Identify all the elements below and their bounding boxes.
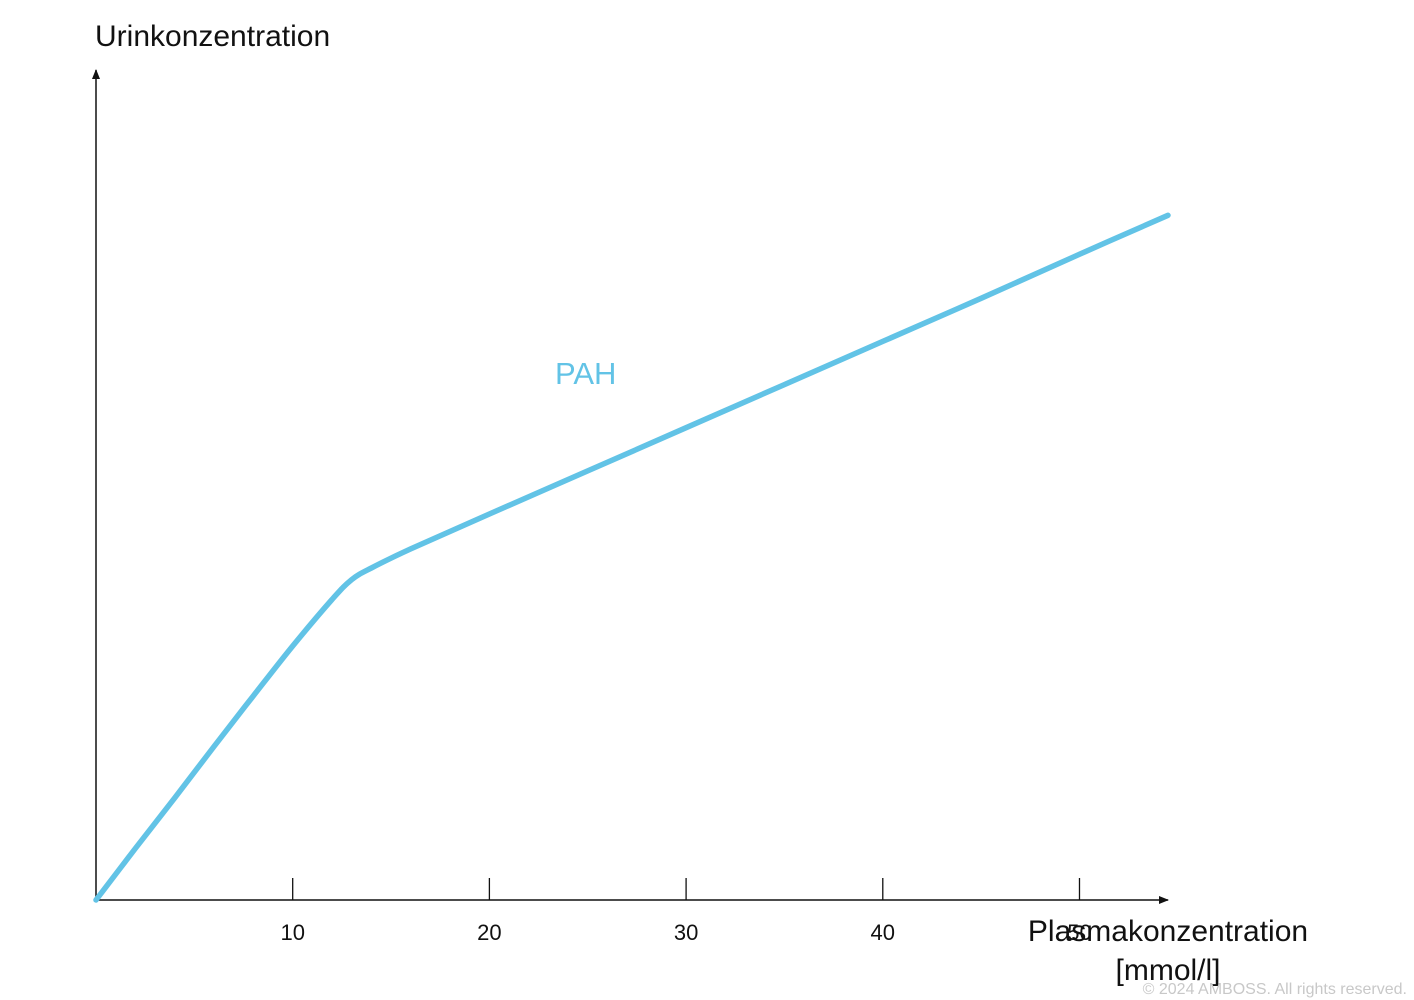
- x-axis-title: Plasmakonzentration: [1028, 915, 1308, 948]
- x-tick-label-20: 20: [477, 920, 501, 945]
- x-axis-unit: [mmol/l]: [1116, 954, 1221, 987]
- y-axis-title: Urinkonzentration: [95, 20, 330, 53]
- x-axis-tick-labels: 10 20 30 40 50: [280, 920, 1091, 945]
- x-axis-ticks: [292, 878, 1081, 900]
- x-tick-label-10: 10: [280, 920, 304, 945]
- series-line-pah: [93, 212, 1171, 903]
- copyright-notice: © 2024 AMBOSS. All rights reserved.: [1143, 981, 1407, 998]
- x-tick-label-40: 40: [871, 920, 895, 945]
- series-label-pah: PAH: [555, 356, 616, 391]
- x-tick-label-50: 50: [1067, 920, 1091, 945]
- x-tick-label-30: 30: [674, 920, 698, 945]
